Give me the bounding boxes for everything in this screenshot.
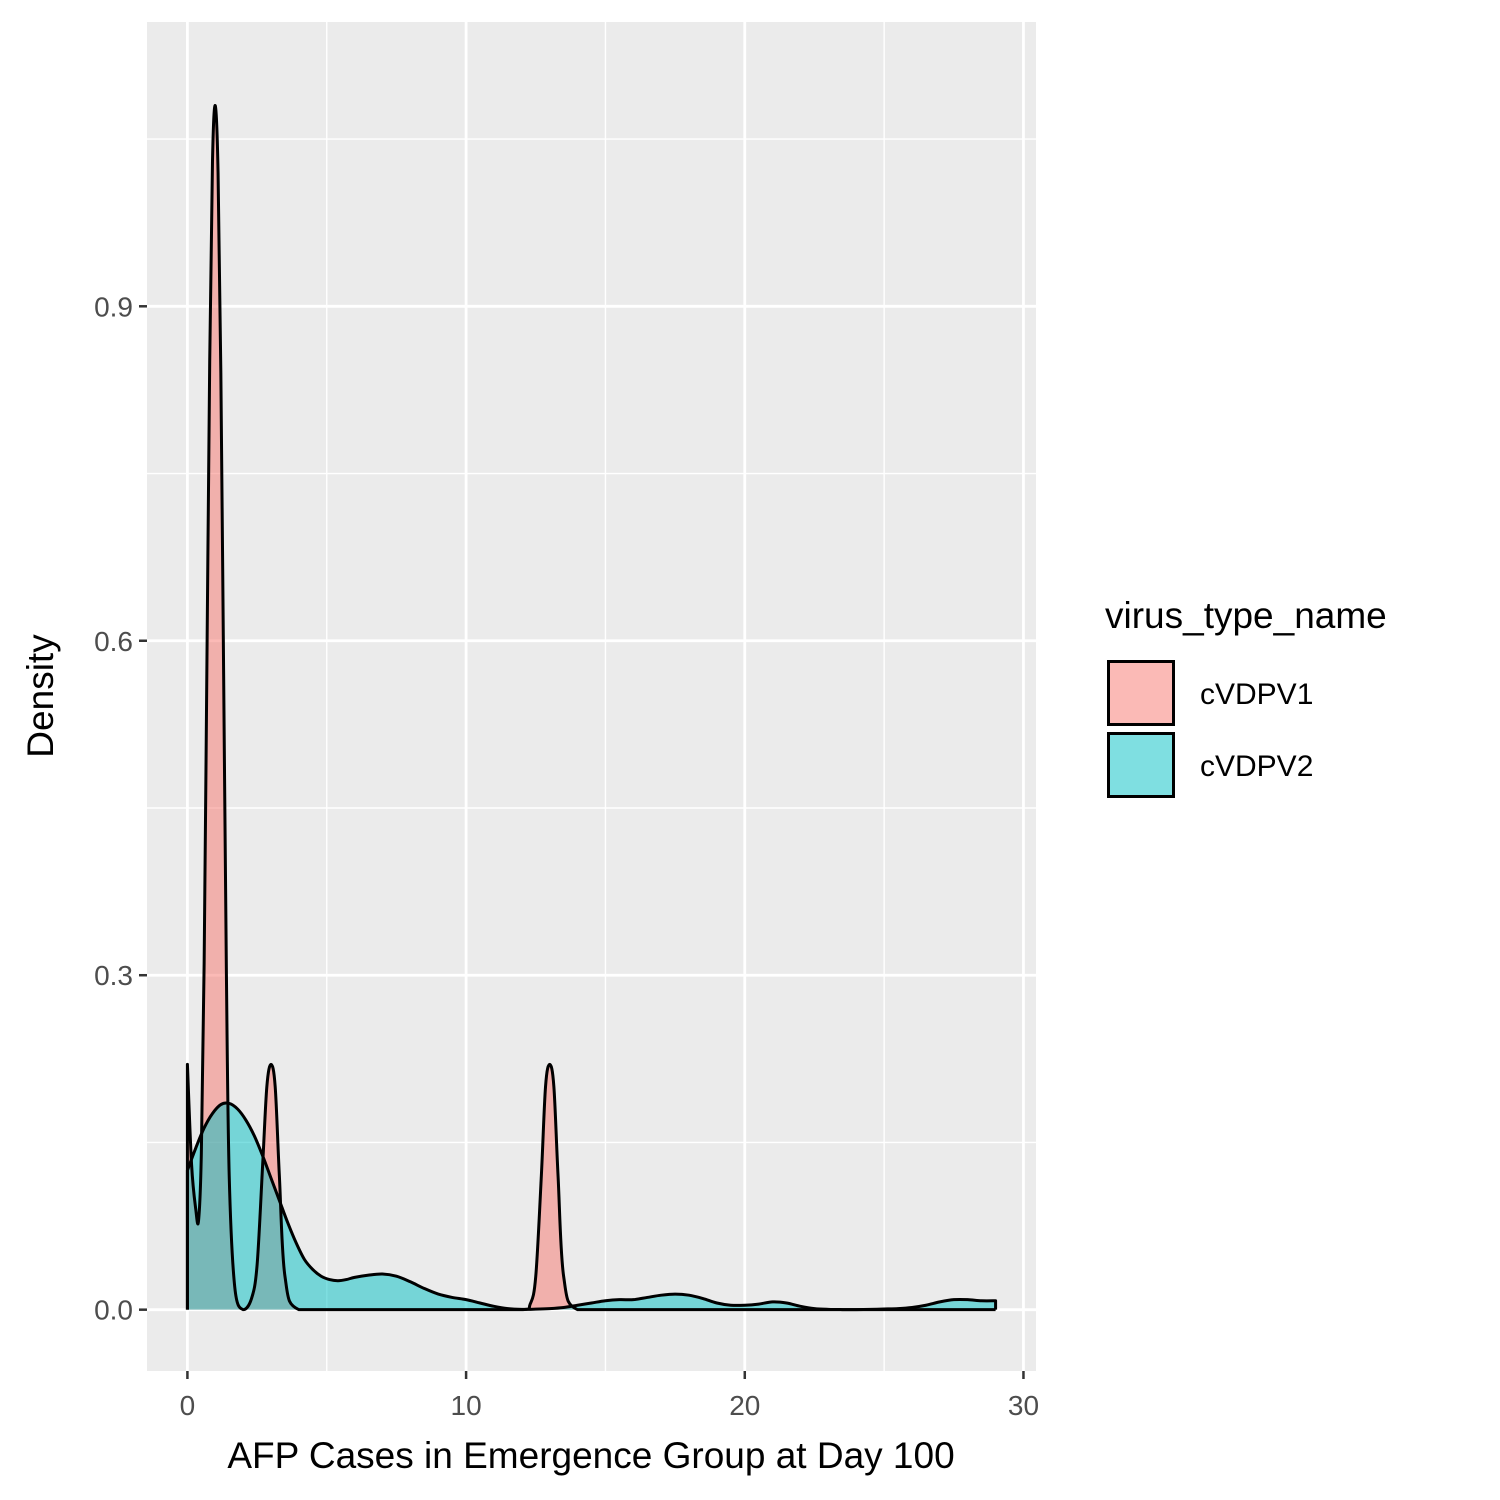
series-outline-cVDPV2 [185,1101,998,1312]
axes: 0 10 20 30 0.0 0.3 0.6 0.9 [94,291,1039,1421]
y-tick-label: 0.0 [94,1295,133,1326]
plot-panel [147,22,1036,1371]
legend-title: virus_type_name [1105,595,1387,636]
series-area-cVDPV2 [187,1103,996,1310]
legend-swatch-cVDPV2 [1107,732,1175,798]
x-tick-label: 20 [729,1390,760,1421]
y-tick-label: 0.6 [94,626,133,657]
y-axis-title: Density [20,634,61,758]
legend-items: cVDPV1 cVDPV2 [1107,660,1313,798]
major-gridlines [147,22,1036,1371]
legend-label-cVDPV1: cVDPV1 [1200,678,1313,711]
y-tick-label: 0.9 [94,291,133,322]
x-tick-label: 10 [451,1390,482,1421]
legend-swatch-cVDPV1 [1107,660,1175,726]
minor-gridlines [147,22,1036,1371]
legend-label-cVDPV2: cVDPV2 [1200,750,1313,783]
density-series [185,104,998,1312]
y-tick-label: 0.3 [94,960,133,991]
x-tick-label: 0 [180,1390,196,1421]
x-tick-label: 30 [1008,1390,1039,1421]
x-axis-title: AFP Cases in Emergence Group at Day 100 [227,1435,954,1476]
legend: virus_type_name cVDPV1 cVDPV2 [1105,595,1387,798]
series-outline-cVDPV1 [185,104,998,1312]
